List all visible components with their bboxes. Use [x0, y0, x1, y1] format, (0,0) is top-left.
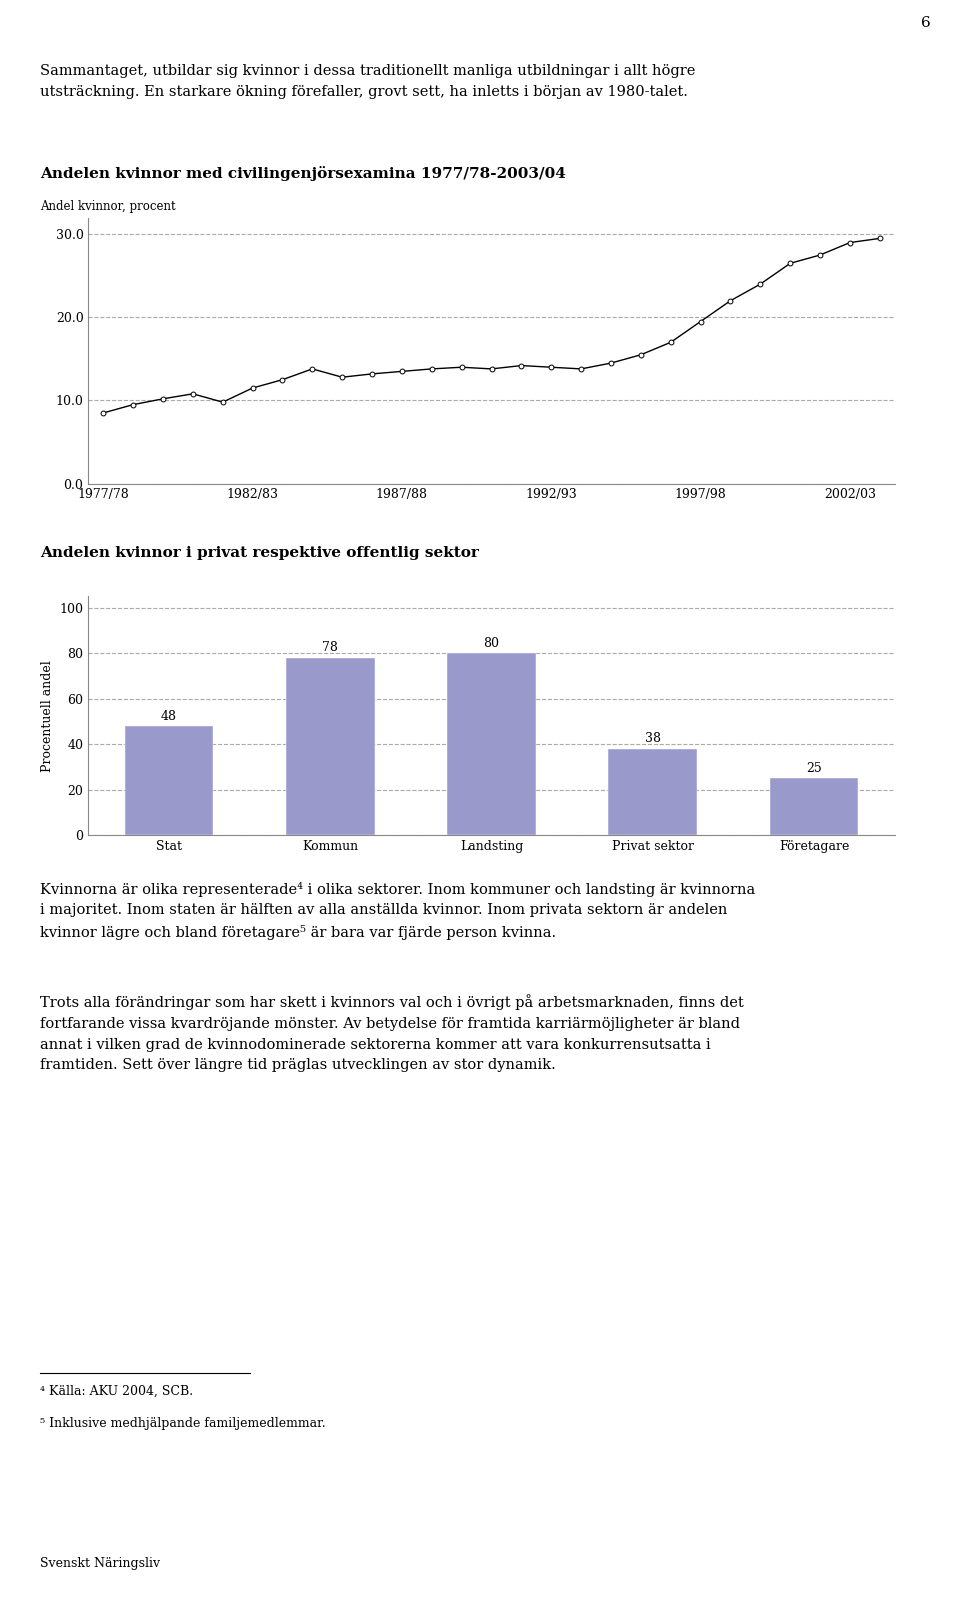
Bar	[447, 653, 536, 835]
Text: 48: 48	[161, 709, 177, 722]
Text: 6: 6	[922, 16, 931, 31]
Text: ⁴ Källa: AKU 2004, SCB.: ⁴ Källa: AKU 2004, SCB.	[40, 1385, 194, 1398]
Text: Andelen kvinnor med civilingenjörsexamina 1977/78-2003/04: Andelen kvinnor med civilingenjörsexamin…	[40, 166, 566, 181]
Bar	[125, 725, 213, 835]
Y-axis label: Procentuell andel: Procentuell andel	[41, 659, 54, 772]
Text: Andel kvinnor, procent: Andel kvinnor, procent	[40, 200, 176, 213]
Bar	[770, 779, 858, 835]
Text: ⁵ Inklusive medhjälpande familjemedlemmar.: ⁵ Inklusive medhjälpande familjemedlemma…	[40, 1417, 326, 1430]
Bar	[609, 748, 697, 835]
Text: Andelen kvinnor i privat respektive offentlig sektor: Andelen kvinnor i privat respektive offe…	[40, 546, 479, 561]
Text: Svenskt Näringsliv: Svenskt Näringsliv	[40, 1557, 160, 1570]
Bar	[286, 658, 374, 835]
Text: Sammantaget, utbildar sig kvinnor i dessa traditionellt manliga utbildningar i a: Sammantaget, utbildar sig kvinnor i dess…	[40, 64, 696, 98]
Text: 78: 78	[323, 642, 338, 654]
Text: 25: 25	[806, 762, 822, 775]
Text: Kvinnorna är olika representerade⁴ i olika sektorer. Inom kommuner och landsting: Kvinnorna är olika representerade⁴ i oli…	[40, 882, 756, 940]
Text: 38: 38	[645, 732, 660, 745]
Text: Trots alla förändringar som har skett i kvinnors val och i övrigt på arbetsmarkn: Trots alla förändringar som har skett i …	[40, 995, 744, 1072]
Text: 80: 80	[484, 637, 499, 650]
